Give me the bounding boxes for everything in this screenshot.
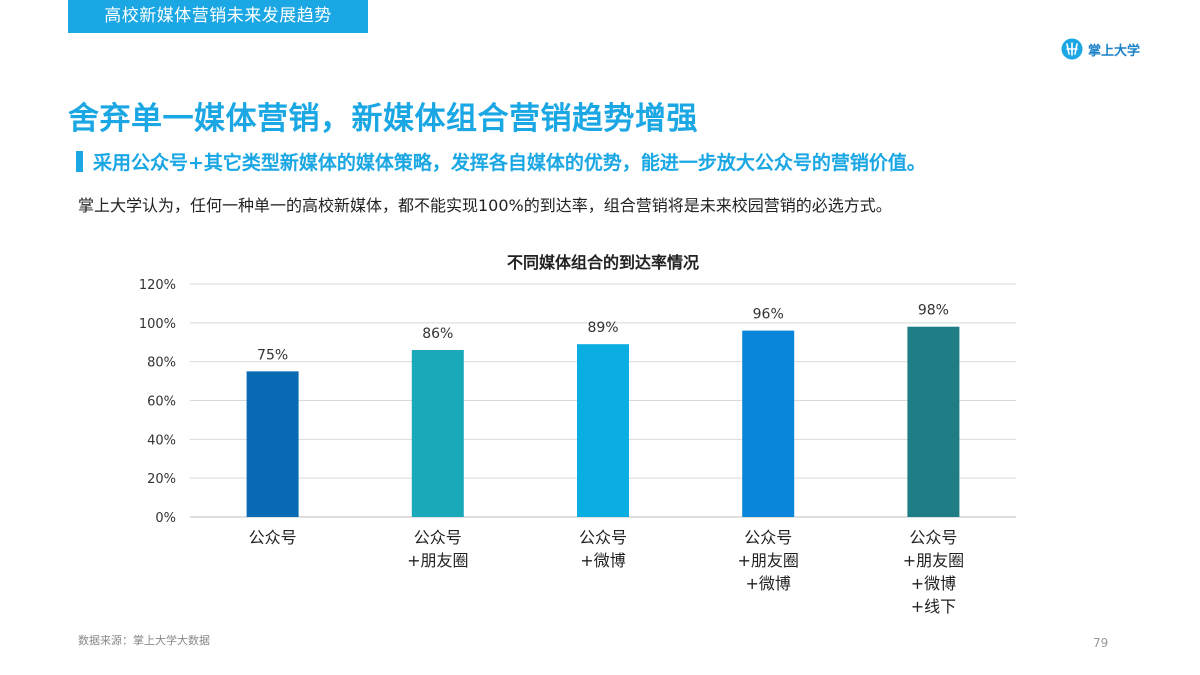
brand-name: 掌上大学 bbox=[1087, 43, 1140, 59]
bar bbox=[577, 344, 629, 517]
x-category-label: 公众号 bbox=[744, 528, 792, 547]
y-tick-label: 80% bbox=[147, 356, 176, 371]
x-category-label: +朋友圈 bbox=[903, 551, 964, 570]
section-tag: 高校新媒体营销未来发展趋势 bbox=[68, 0, 368, 33]
y-tick-label: 0% bbox=[155, 511, 176, 526]
x-category-label: 公众号 bbox=[414, 528, 462, 547]
x-category-label: 公众号 bbox=[579, 528, 627, 547]
bar bbox=[411, 350, 464, 517]
y-tick-label: 40% bbox=[147, 433, 176, 448]
brand: 掌上大学 bbox=[1061, 38, 1140, 60]
x-category-label: +线下 bbox=[911, 597, 956, 616]
bar-value-label: 98% bbox=[918, 303, 949, 319]
y-tick-label: 60% bbox=[147, 395, 176, 410]
bar bbox=[742, 330, 795, 517]
brand-logo-icon bbox=[1061, 38, 1083, 60]
x-category-label: 公众号 bbox=[909, 528, 957, 547]
x-category-label: +朋友圈 bbox=[407, 551, 468, 570]
bar-value-label: 96% bbox=[753, 307, 784, 323]
subheadline: 采用公众号+其它类型新媒体的媒体策略，发挥各自媒体的优势，能进一步放大公众号的营… bbox=[76, 148, 926, 175]
bar bbox=[246, 371, 299, 517]
x-category-label: +朋友圈 bbox=[737, 551, 798, 570]
chart-title: 不同媒体组合的到达率情况 bbox=[507, 253, 699, 272]
intro-text: 掌上大学认为，任何一种单一的高校新媒体，都不能实现100%的到达率，组合营销将是… bbox=[78, 196, 892, 215]
bar bbox=[907, 326, 960, 517]
y-tick-label: 20% bbox=[147, 472, 176, 487]
subheadline-marker bbox=[76, 151, 83, 172]
page-title: 舍弃单一媒体营销，新媒体组合营销趋势增强 bbox=[68, 101, 698, 137]
bar-value-label: 75% bbox=[257, 347, 288, 363]
x-category-label: 公众号 bbox=[249, 528, 297, 547]
bar-value-label: 89% bbox=[587, 320, 618, 336]
y-tick-label: 120% bbox=[139, 278, 176, 293]
data-source: 数据来源：掌上大学大数据 bbox=[78, 634, 210, 647]
x-category-label: +微博 bbox=[745, 574, 790, 593]
bar-value-label: 86% bbox=[422, 326, 453, 342]
x-category-label: +微博 bbox=[580, 551, 625, 570]
x-category-label: +微博 bbox=[911, 574, 956, 593]
subheadline-text: 采用公众号+其它类型新媒体的媒体策略，发挥各自媒体的优势，能进一步放大公众号的营… bbox=[93, 152, 926, 174]
y-tick-label: 100% bbox=[139, 317, 176, 332]
page-number: 79 bbox=[1093, 636, 1109, 650]
